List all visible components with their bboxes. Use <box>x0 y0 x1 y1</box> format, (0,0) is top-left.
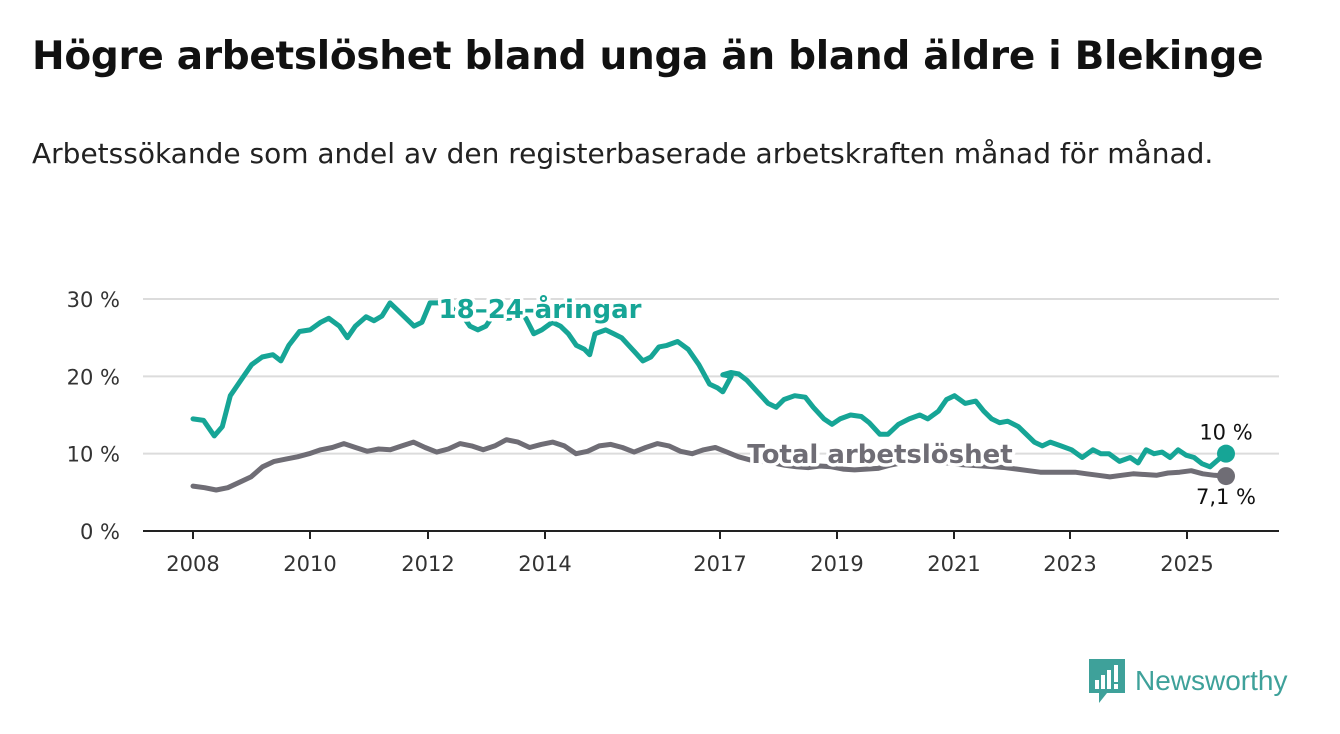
y-tick-label: 30 % <box>67 288 120 312</box>
x-tick-label: 2025 <box>1160 552 1213 576</box>
series-endpoint-0 <box>1217 444 1235 463</box>
x-tick-label: 2010 <box>283 552 336 576</box>
x-tick-label: 2019 <box>810 552 863 576</box>
x-tick-label: 2023 <box>1043 552 1096 576</box>
series-name-label: 18–24-åringar <box>439 293 642 325</box>
x-tick-label: 2021 <box>927 552 980 576</box>
series-lines <box>190 296 1235 493</box>
newsworthy-logo-icon <box>1089 659 1125 703</box>
brand-name: Newsworthy <box>1135 665 1288 696</box>
series-endpoint-1 <box>1217 467 1235 486</box>
newsworthy-brand: Newsworthy <box>1089 659 1287 703</box>
x-axis: 2008 2010 2012 2014 2017 2019 2021 2023 2025 <box>143 530 1279 576</box>
chart-title: Högre arbetslöshet bland unga än bland ä… <box>32 34 1264 79</box>
y-axis: 0 % 10 % 20 % 30 % <box>67 288 120 544</box>
series-labels: 10 % 7,1 % 18–24-åringar Total arbetslöshet <box>435 290 1256 510</box>
series-end-label: 7,1 % <box>1196 485 1256 509</box>
gridlines <box>143 298 1279 455</box>
y-tick-label: 0 % <box>80 520 120 544</box>
series-end-label: 10 % <box>1199 421 1252 445</box>
series-line-0 <box>190 296 1229 470</box>
series-name-label: Total arbetslöshet <box>747 440 1012 470</box>
chart-subtitle: Arbetssökande som andel av den registerb… <box>32 137 1214 170</box>
y-tick-label: 20 % <box>67 365 120 389</box>
x-tick-label: 2017 <box>693 552 746 576</box>
x-tick-label: 2014 <box>518 552 571 576</box>
series-line-1 <box>190 437 1229 493</box>
x-tick-label: 2012 <box>401 552 454 576</box>
x-tick-label: 2008 <box>166 552 219 576</box>
y-tick-label: 10 % <box>67 443 120 467</box>
